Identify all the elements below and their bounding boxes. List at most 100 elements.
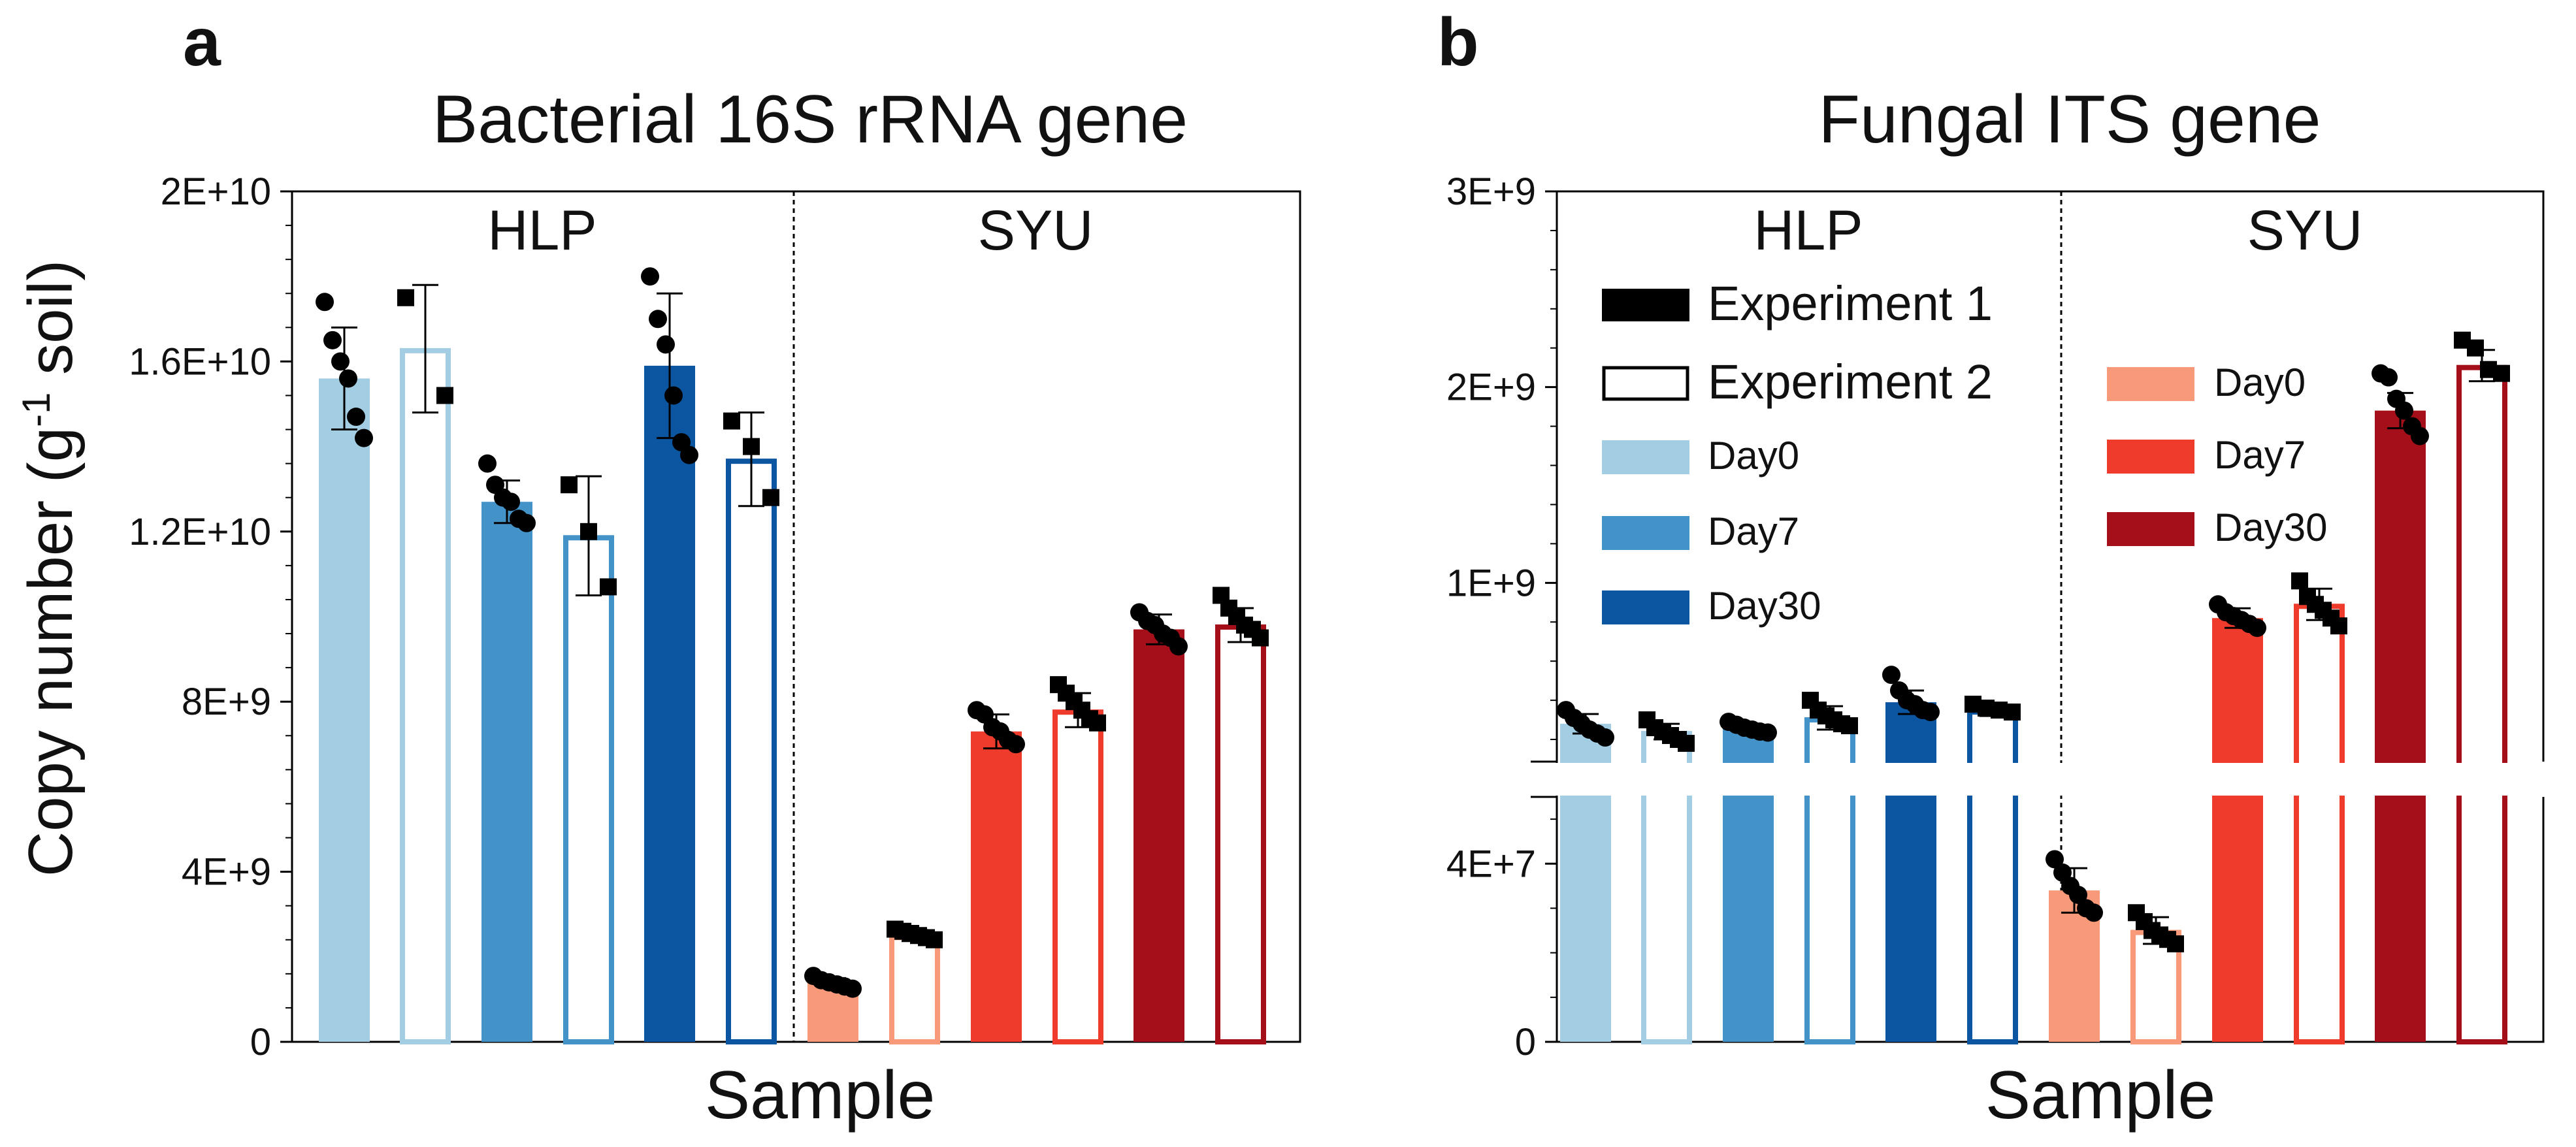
panel-b-exp2-syu-day7-data-point: [2330, 617, 2347, 635]
legend-swatch-experiment-2: [1602, 366, 1689, 401]
panel-a-y-tick-label: 0: [250, 1021, 271, 1063]
panel-a-exp1-hlp-day7-bar: [481, 502, 532, 1042]
panel-a-exp2-syu-day7-data-point: [1089, 714, 1106, 732]
panel-b-exp1-hlp-day30-data-point: [1882, 666, 1900, 685]
legend-swatch-hlp-day30: [1602, 590, 1689, 624]
panel-a-title: Bacterial 16S rRNA gene: [432, 82, 1188, 157]
y-axis-label-main: Copy number (g: [16, 427, 86, 877]
panel-b-exp2-syu-day30-data-point: [2467, 339, 2484, 357]
legend-label-syu-day30: Day30: [2214, 506, 2327, 549]
panel-b-group-label-hlp: HLP: [1753, 199, 1863, 262]
panel-b-exp1-hlp-day30-data-point: [1921, 703, 1940, 722]
panel-b-exp1-syu-day7-bar: [2212, 618, 2263, 1042]
panel-a-y-tick-label: 1.2E+10: [129, 511, 271, 553]
panel-b-exp1-syu-day30-data-point: [2411, 427, 2429, 445]
panel-b-exp1-syu-day30-bar: [2375, 410, 2426, 1042]
legend-label-syu-day0: Day0: [2214, 361, 2306, 404]
panel-b-exp2-hlp-day7-data-point: [1841, 717, 1858, 735]
panel-b-exp1-syu-day0-data-point: [2053, 863, 2072, 882]
legend-swatch-hlp-day0: [1602, 440, 1689, 474]
panel-a-group-label-hlp: HLP: [487, 199, 596, 262]
legend-swatch-syu-day7: [2107, 440, 2194, 474]
panel-a-exp1-hlp-day30-data-point: [649, 310, 667, 329]
panel-b-y-tick-label: 3E+9: [1446, 170, 1536, 213]
panel-a-exp1-hlp-day0-data-point: [339, 369, 357, 388]
panel-a-exp2-hlp-day30-data-point: [762, 489, 779, 506]
panel-b-plot: 1E+9 2E+9 3E+9 0 4E+7 HLP SYU: [1446, 170, 2545, 1063]
panel-b-axis-break-gap: [1555, 763, 2545, 796]
panel-b-exp2-hlp-day0-data-point: [1678, 735, 1695, 752]
panel-a-y-tick-label: 1.6E+10: [129, 340, 271, 383]
legend-label-hlp-day30: Day30: [1708, 584, 1821, 628]
panel-a-y-tick-label: 4E+9: [182, 851, 271, 894]
panel-a-plot: 0 4E+9 8E+9 1.2E+10 1.6E+10 2E+10 HLP SYU: [129, 170, 1301, 1063]
panel-a-frame: [291, 190, 1301, 1043]
panel-b-y-tick-label: 4E+7: [1446, 843, 1536, 885]
panel-a-exp1-hlp-day0-data-point: [355, 428, 373, 447]
panel-b-exp2-syu-day30-bar: [2456, 364, 2507, 1044]
legend: Experiment 1 Experiment 2 Day0 Day7 Day3…: [1602, 276, 2327, 628]
panel-a-exp2-hlp-day0-data-point: [397, 289, 414, 306]
panel-b-exp1-syu-day0-data-point: [2085, 903, 2103, 922]
panel-b-title: Fungal ITS gene: [1819, 82, 2321, 157]
legend-label-syu-day7: Day7: [2214, 433, 2306, 477]
panel-a-exp2-hlp-day0-bar: [400, 347, 451, 1044]
panel-a-group-label-syu: SYU: [978, 199, 1094, 262]
panel-b-exp2-syu-day0-data-point: [2167, 935, 2184, 952]
panel-a-exp2-hlp-day30-data-point: [743, 438, 760, 455]
legend-swatch-experiment-1: [1602, 289, 1689, 321]
panel-a-exp1-hlp-day7-data-point: [478, 454, 497, 473]
panel-b-exp1-hlp-day30-bar: [1885, 702, 1936, 1042]
panel-a-exp2-hlp-day7-data-point: [580, 523, 597, 540]
panel-a-exp2-syu-day30-data-point: [1252, 629, 1269, 647]
panel-b-exp1-syu-day30-data-point: [2379, 368, 2398, 387]
panel-b-exp1-hlp-day0-data-point: [1596, 728, 1614, 747]
panel-b-exp1-syu-day7-data-point: [2248, 619, 2266, 638]
panel-a-exp1-hlp-day30-data-point: [641, 267, 659, 286]
y-axis-label-end: soil): [16, 260, 86, 393]
panel-a-exp2-hlp-day30-bar: [726, 459, 777, 1044]
panel-a-exp2-syu-day0-bar: [889, 935, 940, 1044]
panel-a-exp1-hlp-day30-data-point: [657, 335, 675, 354]
panel-a-exp2-hlp-day7-data-point: [600, 578, 617, 596]
panel-a-exp1-hlp-day7-data-point: [517, 513, 536, 532]
panel-b-exp1-syu-day30-data-point: [2395, 401, 2413, 420]
panel-a-x-axis-label: Sample: [705, 1058, 936, 1133]
legend-swatch-syu-day30: [2107, 512, 2194, 546]
panel-b-y-tick-label: 0: [1515, 1021, 1536, 1063]
y-axis-label-superscript: -1: [14, 393, 58, 427]
panel-a-exp1-hlp-day30-data-point: [680, 445, 698, 464]
panel-a-exp1-hlp-day0-data-point: [347, 408, 365, 427]
panel-b-exp2-hlp-day30-bar: [1967, 709, 2018, 1044]
panel-a-exp1-hlp-day0-data-point: [323, 331, 342, 349]
panel-a-exp1-syu-day30-bar: [1133, 629, 1184, 1042]
panel-b-x-axis-label: Sample: [1985, 1058, 2216, 1133]
legend-swatch-syu-day0: [2107, 367, 2194, 401]
y-axis-label: Copy number (g-1 soil): [14, 260, 86, 877]
legend-label-experiment-1: Experiment 1: [1708, 276, 1993, 331]
panel-a-exp2-syu-day0-data-point: [926, 931, 943, 948]
panel-a-exp1-syu-day30-data-point: [1169, 637, 1188, 656]
legend-label-experiment-2: Experiment 2: [1708, 355, 1993, 409]
panel-a-letter: a: [183, 5, 221, 80]
panel-a-exp2-syu-day7-bar: [1052, 709, 1103, 1044]
panel-a-exp1-syu-day7-data-point: [1007, 735, 1025, 754]
panel-a-exp1-hlp-day0-data-point: [316, 293, 334, 312]
panel-b-exp2-syu-day7-data-point: [2291, 572, 2308, 590]
panel-b-exp2-syu-day7-bar: [2294, 604, 2345, 1044]
panel-a-exp2-hlp-day0-data-point: [436, 387, 453, 404]
panel-a-exp2-hlp-day7-data-point: [561, 476, 578, 494]
panel-a-exp2-syu-day30-bar: [1215, 624, 1266, 1044]
panel-a-y-tick-label: 8E+9: [182, 681, 271, 723]
panel-b-letter: b: [1437, 5, 1479, 80]
panel-b-exp2-hlp-day30-data-point: [2004, 703, 2021, 721]
panel-b-exp1-syu-day0-data-point: [2069, 886, 2087, 904]
legend-label-hlp-day7: Day7: [1708, 509, 1799, 553]
panel-a-exp1-syu-day7-bar: [971, 731, 1022, 1042]
panel-b-exp1-syu-day0-data-point: [2046, 850, 2064, 869]
panel-a-exp1-syu-day0-data-point: [843, 979, 862, 998]
panel-a-exp2-hlp-day30-data-point: [723, 412, 740, 430]
panel-a-y-tick-label: 2E+10: [161, 170, 271, 213]
panel-b-y-tick-label: 2E+9: [1446, 366, 1536, 409]
legend-swatch-hlp-day7: [1602, 516, 1689, 550]
